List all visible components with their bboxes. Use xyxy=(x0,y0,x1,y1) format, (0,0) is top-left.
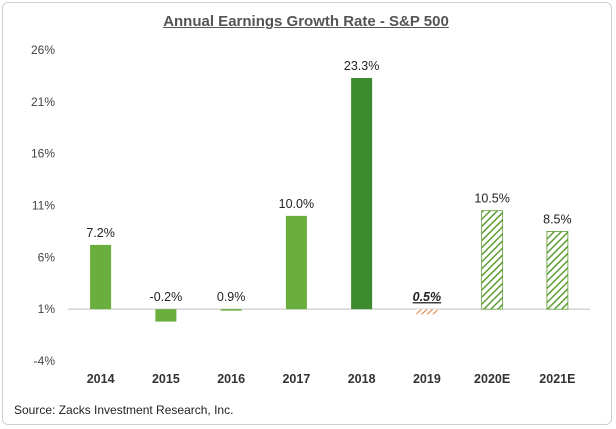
bar-2020E xyxy=(481,210,504,310)
x-tick-label: 2021E xyxy=(539,372,575,386)
y-tick-label: 16% xyxy=(31,147,55,161)
data-label: 0.5% xyxy=(413,290,442,304)
x-tick-label: 2014 xyxy=(87,372,115,386)
y-tick-label: 26% xyxy=(31,43,55,57)
data-label: 0.9% xyxy=(217,290,246,304)
y-tick-label: 1% xyxy=(38,302,56,316)
data-label: 10.5% xyxy=(474,192,509,206)
bar-2014 xyxy=(90,244,112,310)
y-tick-label: 21% xyxy=(31,95,55,109)
bar-2015 xyxy=(155,309,177,322)
x-tick-label: 2018 xyxy=(348,372,376,386)
y-tick-label: 6% xyxy=(38,250,56,264)
data-label: 23.3% xyxy=(344,59,379,73)
y-tick-label: 11% xyxy=(32,199,55,213)
bar-2016 xyxy=(220,309,242,311)
x-tick-label: 2019 xyxy=(413,372,441,386)
chart-frame xyxy=(2,2,612,425)
x-tick-label: 2020E xyxy=(474,372,510,386)
x-tick-label: 2015 xyxy=(152,372,180,386)
data-label: 7.2% xyxy=(86,226,115,240)
bar-2019 xyxy=(416,309,438,315)
source-note: Source: Zacks Investment Research, Inc. xyxy=(14,403,234,417)
bar-2017 xyxy=(285,215,307,310)
bar-2021E xyxy=(546,231,569,310)
bar-2018 xyxy=(351,77,373,310)
chart-title: Annual Earnings Growth Rate - S&P 500 xyxy=(163,13,449,30)
data-label: 10.0% xyxy=(279,197,314,211)
data-label: 8.5% xyxy=(543,212,572,226)
x-tick-label: 2017 xyxy=(282,372,310,386)
data-label: -0.2% xyxy=(150,290,183,304)
y-tick-label: -4% xyxy=(34,354,56,368)
x-tick-label: 2016 xyxy=(217,372,245,386)
